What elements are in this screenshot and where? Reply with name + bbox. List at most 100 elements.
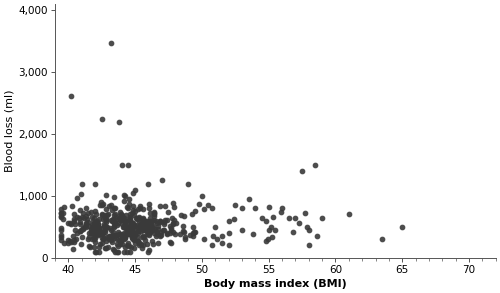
Point	[126, 249, 134, 254]
Point	[295, 221, 303, 225]
Point	[82, 205, 90, 210]
Point	[148, 242, 156, 247]
Point	[145, 248, 153, 252]
Point	[100, 236, 108, 240]
Point	[129, 221, 137, 226]
Point	[72, 237, 80, 242]
Point	[142, 219, 150, 224]
Point	[91, 239, 99, 244]
Point	[110, 230, 118, 235]
Point	[70, 218, 78, 223]
Point	[134, 239, 142, 244]
Point	[143, 228, 151, 233]
Point	[154, 226, 162, 231]
Point	[208, 243, 216, 247]
Point	[120, 199, 128, 203]
Point	[248, 232, 256, 236]
Point	[100, 212, 108, 217]
Point	[60, 241, 68, 245]
Point	[148, 218, 156, 223]
Point	[110, 247, 118, 252]
Point	[91, 209, 99, 214]
Point	[312, 163, 320, 167]
Point	[99, 202, 107, 207]
Point	[102, 217, 110, 222]
Point	[156, 233, 164, 238]
Point	[345, 212, 353, 217]
Point	[104, 212, 112, 216]
Point	[140, 238, 148, 243]
Point	[157, 232, 165, 237]
Point	[118, 237, 126, 241]
Point	[145, 231, 153, 235]
Point	[124, 249, 132, 254]
Point	[138, 223, 145, 227]
Point	[126, 244, 134, 248]
Point	[118, 234, 126, 238]
Point	[107, 227, 115, 232]
Point	[124, 205, 132, 209]
Point	[164, 231, 172, 236]
Point	[140, 219, 148, 223]
Point	[82, 221, 90, 226]
Point	[125, 231, 133, 236]
Point	[92, 249, 100, 254]
Point	[128, 236, 136, 241]
Point	[109, 217, 117, 222]
Point	[115, 231, 123, 236]
Point	[74, 196, 82, 201]
Point	[121, 245, 129, 250]
Point	[99, 236, 107, 241]
Point	[146, 220, 154, 224]
Point	[146, 229, 154, 234]
Point	[124, 217, 132, 222]
Point	[106, 234, 114, 239]
Point	[200, 237, 208, 241]
Point	[77, 227, 85, 232]
Point	[145, 226, 153, 231]
Point	[166, 223, 174, 228]
Point	[136, 225, 143, 230]
Point	[102, 193, 110, 197]
Point	[129, 208, 137, 212]
Point	[136, 205, 144, 210]
Point	[90, 222, 98, 227]
Point	[58, 207, 66, 211]
Point	[76, 216, 84, 220]
Point	[58, 215, 66, 220]
Point	[224, 218, 232, 223]
Point	[124, 229, 132, 234]
Point	[262, 239, 270, 243]
Point	[110, 221, 118, 226]
Point	[190, 230, 198, 234]
Point	[96, 249, 104, 254]
Point	[90, 219, 98, 223]
Point	[102, 238, 110, 243]
Point	[98, 116, 106, 121]
Point	[238, 228, 246, 232]
Point	[110, 224, 118, 228]
Point	[118, 242, 126, 247]
Point	[90, 236, 98, 241]
Point	[108, 235, 116, 240]
Point	[302, 211, 310, 216]
Point	[189, 233, 197, 238]
Point	[90, 225, 98, 230]
Point	[116, 242, 124, 246]
Point	[85, 244, 93, 248]
Point	[104, 203, 112, 208]
Point	[128, 222, 136, 227]
Point	[120, 216, 128, 221]
Point	[150, 218, 158, 222]
Point	[58, 233, 66, 237]
Point	[150, 214, 158, 218]
Point	[115, 214, 123, 218]
Point	[130, 237, 138, 242]
Point	[130, 225, 138, 230]
Point	[115, 215, 123, 220]
Point	[107, 202, 115, 207]
Point	[100, 223, 108, 228]
Point	[150, 210, 158, 214]
Point	[120, 249, 128, 254]
Point	[298, 169, 306, 173]
